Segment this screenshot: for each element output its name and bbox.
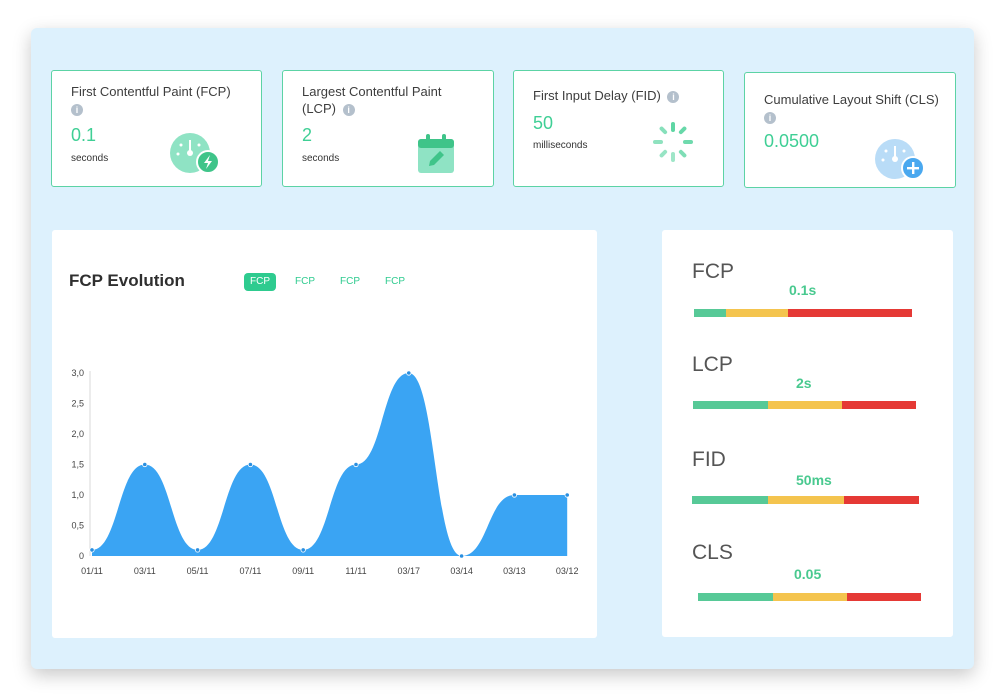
data-point[interactable] <box>458 553 465 559</box>
data-point[interactable] <box>195 547 201 553</box>
data-point[interactable] <box>89 547 95 553</box>
metric-title-text: First Input Delay (FID) <box>533 88 661 103</box>
metric-title: First Contentful Paint (FCP) i <box>71 83 251 117</box>
summary-value-fcp: 0.1s <box>789 282 817 298</box>
x-tick-label: 07/11 <box>239 566 261 576</box>
metric-title-text: Cumulative Layout Shift (CLS) <box>764 92 939 107</box>
y-tick-label: 1,0 <box>71 490 84 500</box>
y-tick-label: 1,5 <box>71 460 84 470</box>
metric-title: Cumulative Layout Shift (CLS) i <box>764 91 954 125</box>
chart-title: FCP Evolution <box>69 271 185 290</box>
x-tick-label: 11/11 <box>345 566 366 576</box>
data-point[interactable] <box>406 370 412 376</box>
y-tick-label: 0 <box>79 551 84 561</box>
x-tick-label: 03/13 <box>503 566 526 576</box>
summary-label-fid: FID <box>692 448 726 471</box>
metric-unit: milliseconds <box>533 140 588 151</box>
summary-bar-fid <box>692 496 919 504</box>
data-point[interactable] <box>511 492 517 498</box>
bar-good <box>694 309 726 317</box>
x-tick-label: 03/14 <box>450 566 473 576</box>
metric-card-fid[interactable]: First Input Delay (FID) i 50 millisecond… <box>513 70 724 187</box>
metric-value: 0.1 <box>71 125 97 145</box>
info-icon[interactable]: i <box>667 90 680 103</box>
x-tick-label: 03/17 <box>398 566 421 576</box>
chart-tab-4[interactable]: FCP <box>385 276 405 287</box>
bar-good <box>693 401 768 409</box>
speedometer-bolt-icon <box>170 133 220 174</box>
summary-label-lcp: LCP <box>692 353 733 376</box>
bar-needs-improvement <box>773 593 847 601</box>
data-point[interactable] <box>353 461 359 468</box>
info-icon[interactable]: i <box>342 103 355 116</box>
metric-card-fcp[interactable]: First Contentful Paint (FCP) i 0.1 secon… <box>51 70 262 187</box>
calendar-edit-icon <box>418 134 454 173</box>
metric-value: 2 <box>302 125 313 145</box>
summary-label-cls: CLS <box>692 541 733 564</box>
bar-poor <box>788 309 912 317</box>
loading-spinner-icon <box>653 122 693 162</box>
summary-value-fid: 50ms <box>796 472 832 488</box>
x-tick-label: 05/11 <box>187 566 209 576</box>
data-point[interactable] <box>247 461 253 468</box>
summary-bar-fcp <box>694 309 912 317</box>
bar-needs-improvement <box>768 401 842 409</box>
info-icon[interactable]: i <box>71 103 83 116</box>
metric-title-text: Largest Contentful Paint (LCP) <box>302 84 442 116</box>
chart-tab-2[interactable]: FCP <box>295 276 315 287</box>
metric-title-text: First Contentful Paint (FCP) <box>71 84 231 99</box>
fcp-evolution-chart-card: FCP Evolution FCP FCP FCP FCP 0 0,5 1,0 1,5… <box>52 230 597 638</box>
bar-poor <box>844 496 919 504</box>
data-point[interactable] <box>300 547 306 553</box>
summary-label-fcp: FCP <box>692 260 734 283</box>
y-tick-label: 3,0 <box>71 368 84 378</box>
speedometer-plus-icon <box>875 139 925 180</box>
metric-card-cls[interactable]: Cumulative Layout Shift (CLS) i 0.0500 <box>744 72 956 188</box>
x-tick-label: 03/11 <box>134 566 156 576</box>
metric-title: Largest Contentful Paint (LCP) i <box>302 83 472 117</box>
bar-poor <box>847 593 921 601</box>
metric-value: 50 <box>533 113 554 133</box>
summary-bar-cls <box>698 593 921 601</box>
metric-value: 0.0500 <box>764 131 820 151</box>
metric-unit: seconds <box>71 153 109 164</box>
summary-value-cls: 0.05 <box>794 566 822 582</box>
bar-needs-improvement <box>726 309 788 317</box>
bar-good <box>692 496 768 504</box>
metric-card-lcp[interactable]: Largest Contentful Paint (LCP) i 2 secon… <box>282 70 494 187</box>
bar-good <box>698 593 773 601</box>
data-point[interactable] <box>142 461 148 468</box>
x-tick-label: 01/11 <box>81 566 103 576</box>
summary-bar-lcp <box>693 401 916 409</box>
chart-tab-1[interactable]: FCP <box>244 273 276 291</box>
fcp-area <box>92 373 568 556</box>
metric-title: First Input Delay (FID) i <box>533 87 723 104</box>
metric-unit: seconds <box>302 153 340 164</box>
y-tick-label: 2,5 <box>71 399 84 409</box>
chart-tab-3[interactable]: FCP <box>340 276 360 287</box>
fcp-area-chart: 0 0,5 1,0 1,5 2,0 2,5 3,0 01/11 03/11 05/11 07/11 0… <box>71 368 579 576</box>
info-icon[interactable]: i <box>764 111 776 124</box>
x-tick-label: 03/12 <box>556 566 579 576</box>
web-vitals-summary-card: FCP 0.1s LCP 2s FID 50ms CLS 0.05 <box>662 230 953 637</box>
data-point[interactable] <box>564 492 570 498</box>
y-tick-label: 0,5 <box>71 521 84 531</box>
x-tick-label: 09/11 <box>292 566 314 576</box>
bar-needs-improvement <box>768 496 844 504</box>
bar-poor <box>842 401 916 409</box>
summary-value-lcp: 2s <box>796 375 812 391</box>
y-tick-label: 2,0 <box>71 429 84 439</box>
